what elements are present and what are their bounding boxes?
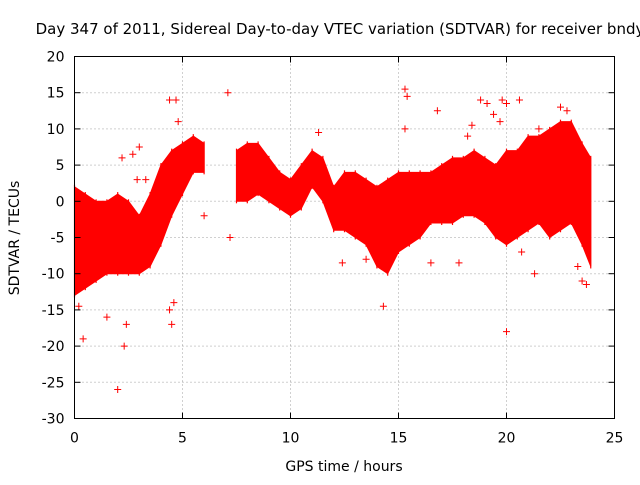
- data-point: [535, 125, 543, 133]
- y-axis-title: SDTVAR / TECUs: [7, 181, 23, 296]
- data-point: [172, 96, 180, 104]
- data-point: [174, 118, 182, 126]
- data-band: [236, 121, 592, 275]
- data-point: [557, 103, 564, 111]
- data-point: [122, 320, 130, 328]
- data-point: [200, 212, 208, 220]
- data-point: [315, 129, 323, 137]
- data-layer: [73, 85, 592, 394]
- data-point: [490, 110, 498, 118]
- data-point: [464, 132, 472, 140]
- data-point: [498, 96, 506, 104]
- x-tick-label: 10: [282, 431, 300, 447]
- data-point: [129, 150, 137, 158]
- data-point: [401, 125, 409, 133]
- data-point: [224, 89, 232, 97]
- data-point: [166, 306, 174, 314]
- y-tick-label: -10: [42, 267, 65, 283]
- data-point: [135, 143, 143, 151]
- data-point: [503, 100, 510, 108]
- y-tick-label: 20: [47, 50, 65, 66]
- data-point: [118, 154, 126, 162]
- x-tick-label: 0: [70, 431, 79, 447]
- y-tick-label: -15: [42, 303, 65, 319]
- y-tick-label: 0: [56, 194, 65, 210]
- data-point: [518, 248, 526, 256]
- data-point: [170, 299, 178, 307]
- chart-title: Day 347 of 2011, Sidereal Day-to-day VTE…: [36, 20, 640, 38]
- data-point: [433, 107, 441, 115]
- data-point: [403, 92, 411, 100]
- data-point: [75, 302, 83, 310]
- data-point: [483, 100, 491, 108]
- data-point: [503, 328, 510, 336]
- data-point: [379, 302, 387, 310]
- data-point: [133, 176, 141, 184]
- x-tick-label: 20: [498, 431, 516, 447]
- y-tick-label: 10: [47, 122, 65, 138]
- y-tick-label: -25: [42, 375, 65, 391]
- plot-frame: [74, 56, 615, 419]
- axis-layer: 0 5 10 15 20 25 -30 -25 -20 -15 -10 -5 0 5 10 15 20: [42, 50, 624, 447]
- data-point: [114, 386, 122, 394]
- x-tick-label: 25: [606, 431, 624, 447]
- data-point: [496, 118, 504, 126]
- data-point: [120, 342, 128, 350]
- data-point: [168, 320, 176, 328]
- x-tick-label: 15: [390, 431, 408, 447]
- data-point: [142, 176, 150, 184]
- data-point: [574, 262, 582, 270]
- data-point: [563, 107, 571, 115]
- x-axis-title: GPS time / hours: [285, 459, 402, 475]
- data-point: [79, 335, 87, 343]
- y-tick-label: -5: [51, 231, 65, 247]
- x-tick-label: 5: [178, 431, 187, 447]
- data-point: [582, 281, 590, 289]
- data-point: [338, 259, 346, 267]
- data-point: [362, 255, 370, 263]
- y-tick-label: 15: [47, 86, 65, 102]
- data-point: [455, 259, 463, 267]
- y-tick-label: 5: [56, 158, 65, 174]
- y-tick-label: -20: [42, 339, 65, 355]
- data-point: [427, 259, 435, 267]
- data-point: [449, 183, 456, 191]
- data-point: [103, 313, 111, 321]
- data-point: [578, 277, 586, 285]
- data-point: [401, 85, 409, 93]
- data-point: [468, 121, 476, 129]
- data-point: [477, 96, 485, 104]
- data-point: [166, 96, 174, 104]
- data-point: [515, 96, 523, 104]
- data-point: [531, 270, 539, 278]
- y-tick-label: -30: [42, 412, 65, 428]
- data-point: [226, 234, 234, 241]
